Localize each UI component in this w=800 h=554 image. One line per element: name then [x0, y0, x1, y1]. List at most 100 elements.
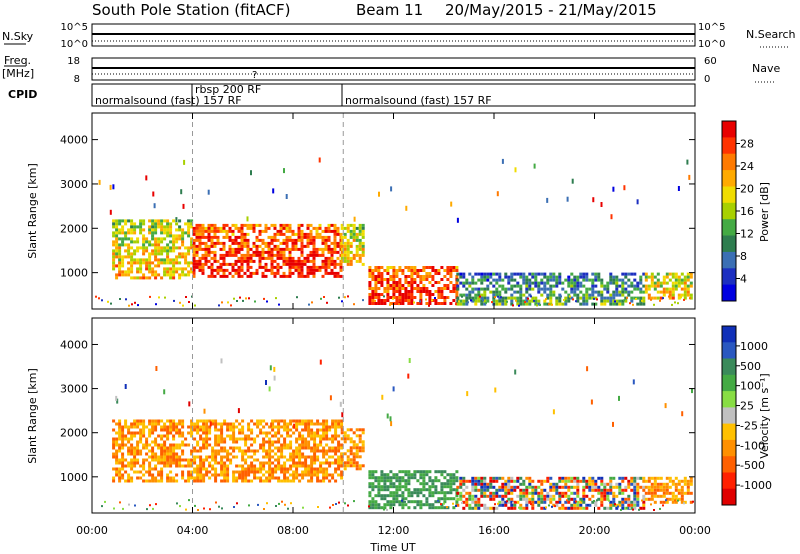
vel-cell	[680, 500, 684, 504]
power-cell	[139, 246, 143, 250]
power-cell	[474, 296, 478, 300]
vel-cell	[328, 461, 332, 465]
power-cell	[570, 281, 574, 285]
power-cell	[504, 272, 508, 276]
vel-ground-cell	[257, 503, 259, 506]
power-cell	[480, 296, 484, 300]
vel-cell	[404, 485, 408, 489]
power-cell	[151, 228, 155, 232]
vel-cell	[226, 470, 230, 474]
power-cell	[492, 293, 496, 297]
power-cell	[192, 250, 196, 254]
vel-cell	[636, 494, 640, 498]
vel-cell	[175, 458, 179, 462]
vel-cell	[331, 425, 335, 429]
power-cell	[333, 229, 337, 233]
vel-cell	[181, 458, 185, 462]
power-cell	[522, 278, 526, 282]
power-cell	[346, 250, 350, 254]
power-cell	[410, 284, 414, 287]
power-cell	[216, 268, 220, 272]
vel-cell	[286, 467, 290, 471]
power-cell	[525, 296, 529, 300]
power-cell	[659, 296, 663, 300]
power-cell	[124, 249, 128, 253]
vel-cell	[148, 470, 152, 474]
power-cell	[606, 284, 610, 288]
vel-cell	[292, 449, 296, 453]
vel-cell	[549, 488, 553, 492]
vel-cell	[274, 452, 278, 456]
power-cell	[270, 250, 274, 254]
vel-cell	[567, 476, 571, 480]
vel-cell	[501, 494, 505, 498]
power-cell	[462, 293, 466, 297]
vel-cell	[214, 473, 218, 477]
power-cell	[636, 284, 640, 288]
vel-cell	[214, 449, 218, 453]
vel-cell	[199, 428, 203, 432]
vel-cell	[217, 449, 221, 453]
vel-cell	[603, 494, 607, 498]
power-cell	[181, 237, 185, 241]
vel-cell	[540, 500, 544, 504]
vel-cell	[383, 488, 387, 492]
vel-cell	[686, 482, 690, 486]
vel-sparse-cell	[339, 401, 342, 407]
vel-cell	[531, 479, 535, 483]
vel-cell	[416, 479, 420, 483]
power-cell	[647, 296, 651, 300]
vel-cell	[480, 503, 484, 507]
power-cell	[525, 290, 529, 294]
power-cell	[198, 256, 202, 260]
power-ground-cell	[560, 295, 562, 298]
vel-cell	[576, 476, 580, 480]
vel-cell	[130, 452, 134, 456]
vel-ground-cell	[452, 502, 454, 505]
vel-cell	[274, 440, 278, 444]
vel-ground-cell	[653, 509, 655, 511]
power-cell	[570, 290, 574, 294]
vel-cell	[271, 470, 275, 474]
vel-cell	[298, 458, 302, 462]
power-cell	[267, 241, 271, 245]
power-cell	[537, 299, 541, 303]
power-cell	[282, 250, 286, 254]
vel-cell	[483, 488, 487, 492]
vel-cell	[383, 482, 387, 486]
vel-cell	[582, 488, 586, 492]
power-sparse-cell	[145, 175, 148, 181]
power-cell	[300, 232, 304, 236]
power-cell	[151, 249, 155, 253]
power-cell	[201, 223, 205, 227]
power-cell	[237, 226, 241, 230]
vel-cell	[609, 485, 613, 489]
power-sparse-cell	[285, 194, 288, 199]
power-cell	[198, 229, 202, 233]
power-cell	[270, 268, 274, 272]
power-cell	[361, 253, 365, 257]
power-cell	[187, 249, 191, 253]
vel-cell	[422, 479, 426, 483]
vel-ground-cell	[344, 502, 346, 505]
vel-cell	[139, 431, 143, 435]
vel-ground-cell	[215, 501, 217, 504]
power-cell	[157, 261, 161, 265]
power-ground-cell	[278, 303, 280, 306]
vel-cell	[504, 485, 508, 489]
power-cell	[195, 247, 199, 251]
vel-cell	[371, 473, 375, 477]
power-cell	[422, 290, 426, 293]
vel-cell	[268, 446, 272, 450]
vel-cell	[223, 470, 227, 474]
power-cell	[169, 246, 173, 250]
vel-cell	[374, 476, 378, 480]
vel-cell	[504, 488, 508, 492]
power-cell	[377, 293, 381, 296]
power-cell	[255, 253, 259, 257]
vel-cell	[172, 476, 176, 480]
vel-cell	[250, 443, 254, 447]
vel-ground-cell	[614, 503, 616, 506]
vel-cell	[389, 485, 393, 489]
vel-cell	[680, 497, 684, 501]
